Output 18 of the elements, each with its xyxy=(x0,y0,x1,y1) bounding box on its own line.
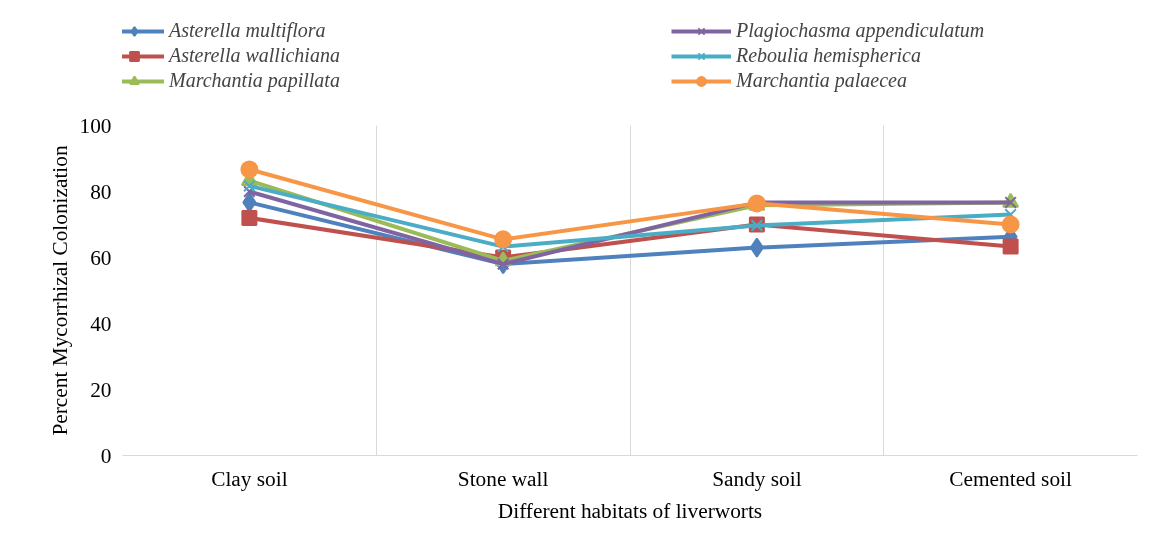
y-tick-label: 0 xyxy=(100,443,112,468)
y-tick-label: 20 xyxy=(90,377,112,402)
x-tick-label: Sandy soil xyxy=(712,466,802,491)
legend-label: Asterella multiflora xyxy=(169,19,327,42)
legend-label: Asterella wallichiana xyxy=(169,44,341,67)
legend-label: Reboulia hemispherica xyxy=(736,44,922,67)
x-tick-label: Stone wall xyxy=(457,466,549,491)
legend-label: Marchantia palaecea xyxy=(736,69,908,92)
y-tick-label: 40 xyxy=(90,311,112,336)
y-axis-title: Percent Mycorrhizal Colonization xyxy=(47,145,72,436)
legend-label: Plagiochasma appendiculatum xyxy=(736,19,986,42)
x-axis-title: Different habitats of liverworts xyxy=(497,498,763,523)
y-tick-label: 100 xyxy=(79,113,112,138)
y-tick-label: 80 xyxy=(90,179,112,204)
legend-label: Marchantia papillata xyxy=(169,69,341,92)
x-tick-label: Clay soil xyxy=(211,466,288,491)
x-tick-label: Cemented soil xyxy=(949,466,1073,491)
y-tick-label: 60 xyxy=(90,245,112,270)
